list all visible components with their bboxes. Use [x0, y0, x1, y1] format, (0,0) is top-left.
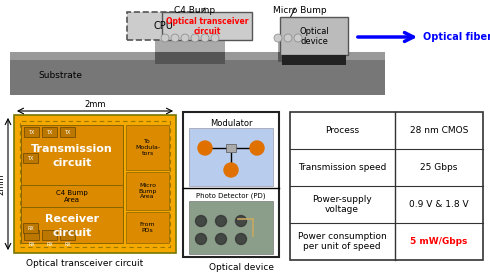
- Circle shape: [224, 163, 238, 177]
- Bar: [183, 112, 279, 257]
- Bar: [24, 230, 39, 240]
- Bar: [126, 172, 169, 210]
- Bar: [126, 125, 169, 170]
- Text: Power consumption
per unit of speed: Power consumption per unit of speed: [297, 232, 387, 251]
- Bar: [60, 127, 75, 137]
- Bar: [21, 125, 123, 185]
- Text: TX: TX: [27, 155, 34, 160]
- Circle shape: [211, 34, 219, 42]
- Text: 2mm: 2mm: [0, 173, 5, 195]
- Bar: [60, 230, 75, 240]
- Circle shape: [161, 34, 169, 42]
- Text: Receiver: Receiver: [45, 214, 99, 224]
- Bar: [282, 55, 346, 65]
- Text: Power-supply
voltage: Power-supply voltage: [312, 195, 372, 214]
- Circle shape: [274, 34, 282, 42]
- Text: Optical transceiver: Optical transceiver: [166, 17, 248, 25]
- Bar: [155, 52, 225, 64]
- Text: Substrate: Substrate: [38, 71, 82, 80]
- Text: RX: RX: [64, 242, 71, 248]
- Circle shape: [191, 34, 199, 42]
- Circle shape: [236, 234, 246, 244]
- Text: Process: Process: [325, 126, 359, 135]
- Text: TX: TX: [28, 129, 35, 134]
- Circle shape: [284, 34, 292, 42]
- Text: CPU: CPU: [153, 21, 173, 31]
- Bar: [162, 12, 252, 40]
- Text: Optical fiber: Optical fiber: [423, 32, 490, 42]
- Text: 0.9 V & 1.8 V: 0.9 V & 1.8 V: [409, 200, 469, 209]
- Text: 2mm: 2mm: [84, 100, 106, 109]
- Circle shape: [250, 141, 264, 155]
- Bar: [189, 128, 273, 186]
- Text: Micro Bump: Micro Bump: [273, 6, 327, 15]
- Bar: [23, 223, 38, 233]
- Bar: [278, 42, 340, 52]
- Bar: [42, 127, 57, 137]
- Bar: [155, 35, 225, 52]
- Circle shape: [201, 34, 209, 42]
- Bar: [189, 201, 273, 254]
- Bar: [21, 185, 123, 207]
- Bar: [23, 153, 38, 163]
- Text: 25 Gbps: 25 Gbps: [420, 163, 458, 172]
- Bar: [226, 144, 236, 152]
- Text: TX: TX: [47, 129, 53, 134]
- Text: Optical transceiver circuit: Optical transceiver circuit: [26, 260, 144, 269]
- Circle shape: [181, 34, 189, 42]
- Text: TX: TX: [64, 129, 71, 134]
- Circle shape: [196, 216, 206, 227]
- Text: C4 Bump
Area: C4 Bump Area: [56, 190, 88, 202]
- Bar: [20, 121, 170, 247]
- Text: To
Modula-
tors: To Modula- tors: [135, 139, 160, 156]
- Text: Transmission: Transmission: [31, 144, 113, 154]
- Circle shape: [294, 34, 302, 42]
- Text: device: device: [300, 38, 328, 46]
- Circle shape: [216, 234, 226, 244]
- Bar: [10, 52, 385, 60]
- Bar: [42, 230, 57, 240]
- Text: Micro
Bump
Area: Micro Bump Area: [138, 183, 157, 199]
- Bar: [280, 17, 348, 55]
- Text: Optical device: Optical device: [209, 263, 273, 272]
- Circle shape: [198, 141, 212, 155]
- Bar: [290, 112, 483, 260]
- Bar: [14, 115, 176, 253]
- Text: Optical: Optical: [299, 27, 329, 36]
- Text: RX: RX: [28, 242, 35, 248]
- Text: Transmission speed: Transmission speed: [298, 163, 386, 172]
- Text: 5 mW/Gbps: 5 mW/Gbps: [410, 237, 467, 246]
- Bar: [127, 12, 199, 40]
- Circle shape: [196, 234, 206, 244]
- Text: circuit: circuit: [194, 27, 220, 36]
- Bar: [126, 212, 169, 243]
- Circle shape: [171, 34, 179, 42]
- Circle shape: [236, 216, 246, 227]
- Text: 28 nm CMOS: 28 nm CMOS: [410, 126, 468, 135]
- Text: Modulator: Modulator: [210, 118, 252, 127]
- Text: RX: RX: [46, 242, 53, 248]
- Text: From
PDs: From PDs: [140, 222, 155, 233]
- Text: RX: RX: [27, 225, 34, 230]
- Text: circuit: circuit: [52, 228, 92, 238]
- Bar: [10, 52, 385, 95]
- Text: Photo Detector (PD): Photo Detector (PD): [196, 193, 266, 199]
- Text: C4 Bump: C4 Bump: [174, 6, 216, 15]
- Circle shape: [216, 216, 226, 227]
- Bar: [24, 127, 39, 137]
- Bar: [21, 207, 123, 243]
- Bar: [278, 52, 340, 62]
- Text: circuit: circuit: [52, 158, 92, 168]
